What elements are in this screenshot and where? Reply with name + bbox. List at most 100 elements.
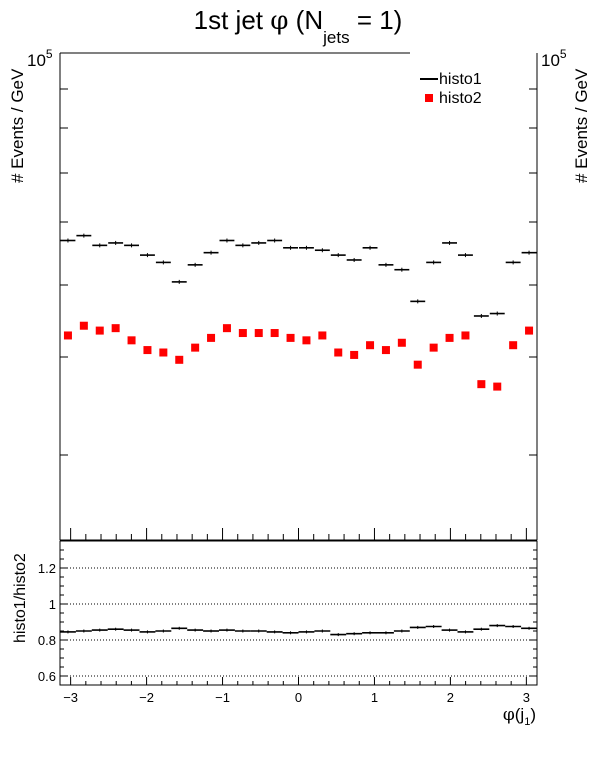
- y-exponent-left: 105: [27, 47, 53, 70]
- histo2-point: [207, 333, 216, 342]
- ratio-y-ticks: 0.6 0.8 1 1.2: [38, 540, 537, 686]
- ratio-point: [425, 625, 442, 628]
- histo2-point: [381, 346, 390, 355]
- histo1-point: [410, 299, 426, 304]
- histo2-point: [350, 350, 359, 359]
- histo2-point: [238, 329, 247, 338]
- ratio-point: [282, 631, 299, 635]
- ratio-point: [393, 629, 410, 633]
- x-tick-label: 3: [523, 690, 530, 705]
- histo1-point: [124, 243, 139, 248]
- ratio-point: [60, 630, 76, 634]
- y-exponent-right-base: 10: [541, 51, 560, 70]
- ratio-point: [409, 625, 426, 629]
- y-exponent-base: 10: [27, 51, 46, 70]
- histo2-point: [79, 321, 88, 330]
- x-title-close: ): [530, 705, 536, 724]
- histo1-point: [394, 267, 410, 272]
- title-phi: φ: [270, 6, 288, 36]
- ratio-point: [489, 624, 506, 628]
- histo1-point: [442, 240, 457, 245]
- histo2-point: [302, 336, 311, 345]
- y-axis-title-right: # Events / GeV: [572, 68, 591, 183]
- histo2-point: [159, 348, 168, 357]
- histo2-point: [366, 341, 375, 350]
- ratio-frame: [59, 540, 538, 686]
- ratio-point: [346, 632, 363, 636]
- histo2-point: [127, 336, 136, 345]
- histo1-point: [473, 313, 489, 318]
- histo1-point: [458, 253, 473, 258]
- ratio-gridlines: [61, 567, 536, 677]
- ratio-point: [107, 627, 124, 631]
- ratio-point: [314, 629, 331, 633]
- x-tick-label: −3: [63, 690, 78, 705]
- ratio-y-tick-label: 1: [49, 597, 56, 612]
- histo1-point: [267, 238, 283, 243]
- y-exponent-right-power: 5: [560, 47, 567, 61]
- x-title-open: (j: [515, 705, 524, 724]
- histo1-point: [219, 238, 235, 243]
- chart-title: 1st jet φ (Njets = 1): [194, 5, 403, 47]
- histo2-point: [175, 355, 184, 364]
- histo1-point: [283, 245, 298, 250]
- ratio-point: [505, 625, 522, 628]
- histo2-point: [509, 341, 518, 350]
- ratio-point: [123, 628, 140, 632]
- histo2-point: [493, 382, 502, 391]
- ratio-point: [234, 629, 251, 633]
- x-axis-title: φ(j1): [503, 705, 536, 728]
- x-tick-label: 2: [447, 690, 454, 705]
- upper-x-ticks: [70, 528, 527, 540]
- y-exponent-right: 105: [541, 47, 567, 70]
- ratio-point: [187, 628, 204, 632]
- upper-y-ticks: [60, 88, 537, 456]
- title-open: (N: [288, 5, 323, 35]
- series-histo1: [60, 233, 537, 318]
- legend-histo2-label: histo2: [439, 90, 482, 107]
- series-ratio: [60, 624, 537, 637]
- x-title-sub: 1: [524, 716, 530, 728]
- histo2-point: [222, 324, 231, 333]
- ratio-point: [91, 628, 108, 632]
- histo2-point: [286, 333, 295, 342]
- ratio-point: [298, 630, 315, 634]
- ratio-point: [171, 626, 188, 630]
- histo1-point: [60, 238, 76, 243]
- histo2-point: [413, 360, 422, 369]
- ratio-point: [457, 630, 474, 634]
- x-tick-label: 0: [295, 690, 302, 705]
- legend-histo1-label: histo1: [439, 71, 482, 88]
- histo2-point: [143, 346, 152, 355]
- histo2-point: [95, 326, 104, 335]
- histo1-point: [251, 240, 267, 245]
- histo1-point: [235, 243, 251, 248]
- histo1-point: [489, 311, 505, 316]
- legend: histo1 histo2: [420, 71, 482, 107]
- ratio-y-tick-label: 1.2: [38, 561, 56, 576]
- ratio-point: [441, 628, 458, 632]
- ratio-point: [75, 629, 92, 633]
- histo2-point: [63, 331, 72, 340]
- title-main: 1st jet: [194, 5, 271, 35]
- ratio-x-ticks: −3 −2 −1 0 1 2 3: [63, 677, 530, 705]
- histo1-point: [140, 253, 155, 258]
- ratio-point: [378, 631, 394, 635]
- histo2-point: [334, 348, 343, 357]
- ratio-y-axis-title: histo1/histo2: [12, 553, 29, 643]
- title-sub: jets: [322, 28, 349, 47]
- histo2-point: [525, 326, 534, 335]
- ratio-point: [266, 630, 283, 634]
- histo1-point: [505, 260, 521, 265]
- histo2-point: [270, 329, 279, 338]
- histo2-point: [318, 331, 327, 340]
- ratio-point: [330, 633, 347, 637]
- histo1-point: [378, 262, 394, 267]
- histo1-point: [362, 245, 378, 250]
- upper-frame: [59, 52, 538, 541]
- x-tick-label: 1: [371, 690, 378, 705]
- histo2-point: [191, 343, 200, 352]
- ratio-point: [521, 626, 537, 630]
- series-histo2: [63, 321, 534, 391]
